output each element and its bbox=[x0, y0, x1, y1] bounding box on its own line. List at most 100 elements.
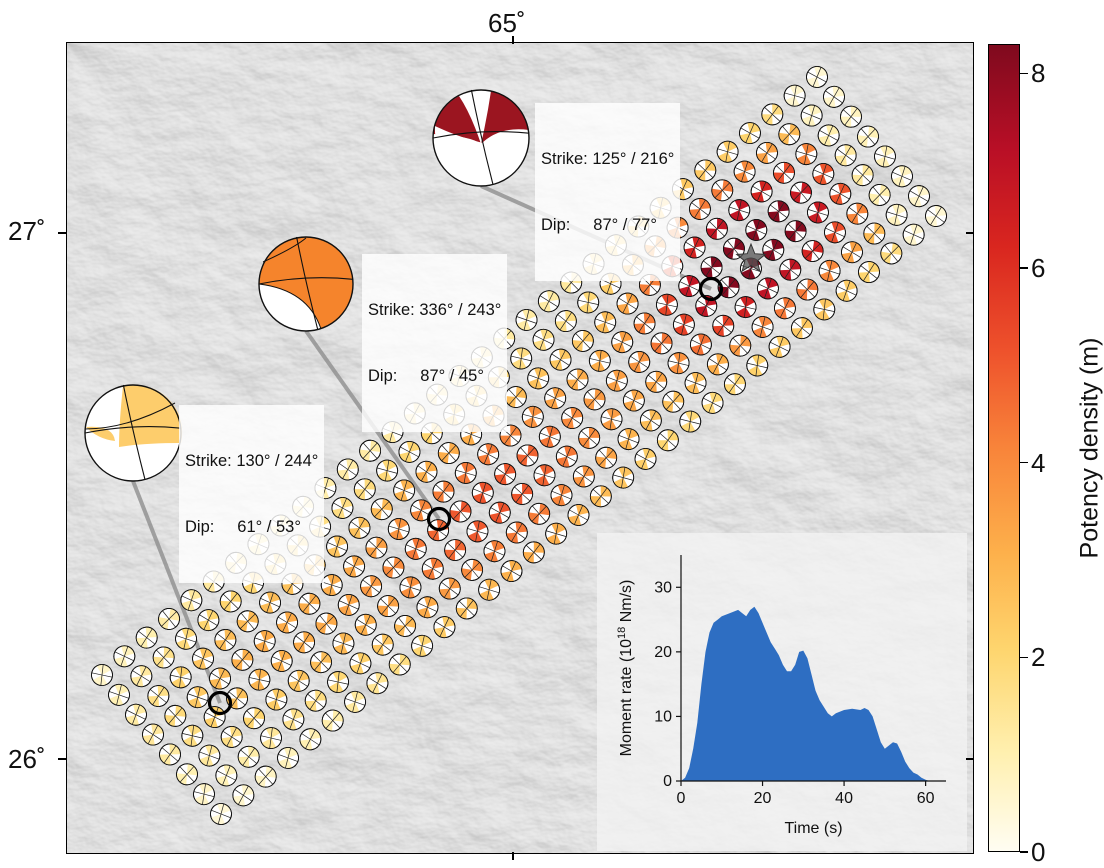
x-tick-label: 20 bbox=[754, 790, 772, 807]
beachball-patch bbox=[616, 292, 639, 315]
beachball-patch bbox=[186, 686, 209, 709]
beachball-patch bbox=[550, 484, 573, 507]
beachball-patch bbox=[259, 591, 282, 614]
beachball-patch bbox=[561, 407, 584, 430]
beachball-patch bbox=[449, 500, 472, 523]
patch-centroid-marker bbox=[207, 690, 233, 716]
y-axis-label: Moment rate (1018 Nm/s) bbox=[616, 580, 635, 757]
beachball-patch bbox=[908, 185, 930, 208]
beachball-patch bbox=[723, 373, 746, 396]
beachball-patch bbox=[795, 143, 818, 166]
beachball-patch bbox=[108, 683, 130, 706]
beachball-patch bbox=[734, 296, 757, 319]
beachball-patch bbox=[818, 259, 841, 282]
beachball-patch bbox=[293, 631, 316, 654]
tick-lat-27-left bbox=[58, 232, 66, 234]
beachball-patch bbox=[600, 408, 623, 431]
colorbar-tick-label: 4 bbox=[1031, 447, 1046, 478]
beachball-patch bbox=[655, 293, 678, 316]
beachball-patch bbox=[617, 428, 640, 451]
beachball-patch bbox=[215, 764, 238, 787]
beachball-patch bbox=[197, 609, 220, 632]
fm-label-north: Strike: 125° / 216° Dip: 87° / 77° bbox=[535, 103, 681, 281]
beachball-patch bbox=[332, 632, 355, 655]
fm-middle-strike: Strike: 336° / 243° bbox=[368, 301, 502, 319]
beachball-patch bbox=[147, 685, 170, 707]
beachball-patch bbox=[181, 724, 204, 747]
beachball-patch bbox=[605, 369, 628, 392]
beachball-patch bbox=[829, 182, 852, 205]
map-frame: Strike: 125° / 216° Dip: 87° / 77° Strik… bbox=[66, 42, 974, 854]
beachball-patch bbox=[336, 458, 359, 481]
beachball-patch bbox=[515, 308, 538, 331]
moment-rate-chart: 0 20 40 60 0 10 20 30 Time (s) Moment rate (1018 … bbox=[616, 555, 946, 837]
beachball-patch bbox=[130, 665, 153, 688]
beachball-patch bbox=[287, 669, 310, 692]
beachball-patch bbox=[360, 575, 383, 598]
colorbar-tick bbox=[1020, 851, 1028, 853]
beachball-patch bbox=[438, 577, 461, 600]
beachball-patch bbox=[193, 783, 215, 806]
beachball-patch bbox=[135, 626, 158, 649]
beachball-patch bbox=[891, 165, 913, 188]
marker-layer bbox=[207, 242, 767, 716]
beachball-patch bbox=[253, 630, 276, 653]
beachball-patch bbox=[925, 205, 947, 227]
patch-centroid-marker bbox=[426, 506, 452, 532]
beachball-patch bbox=[349, 652, 372, 675]
beachball-patch bbox=[595, 446, 618, 469]
beachball-patch bbox=[756, 277, 779, 300]
fm-middle-dip: Dip: 87° / 45° bbox=[368, 367, 484, 385]
beachball-patch bbox=[433, 616, 456, 639]
beachball-patch bbox=[354, 613, 377, 636]
beachball-patch bbox=[761, 103, 784, 126]
beachball-patch bbox=[779, 258, 802, 281]
beachball-patch bbox=[415, 460, 438, 483]
beachball-patch bbox=[746, 354, 769, 377]
beachball-patch bbox=[248, 668, 271, 691]
beachball-patch bbox=[158, 607, 180, 630]
beachball-patch bbox=[527, 367, 550, 390]
beachball-patch bbox=[538, 425, 561, 448]
beachball-patch bbox=[594, 311, 617, 334]
beachball-patch bbox=[807, 201, 829, 224]
tick-lat-27-right bbox=[966, 232, 974, 234]
beachball-patch bbox=[650, 332, 673, 355]
beachball-patch bbox=[494, 463, 517, 486]
beachball-patch bbox=[706, 353, 729, 376]
beachball-patch bbox=[813, 298, 836, 321]
beachball-patch bbox=[142, 723, 164, 746]
beachball-patch bbox=[404, 537, 427, 560]
beachball-patch bbox=[858, 261, 880, 284]
beachball-patch bbox=[276, 611, 299, 634]
beachball-patch bbox=[667, 352, 690, 375]
colorbar bbox=[988, 44, 1020, 852]
beachball-patch bbox=[175, 627, 197, 650]
beachball-patch bbox=[353, 478, 376, 501]
beachball-patch bbox=[728, 199, 751, 222]
beachball-patch bbox=[91, 664, 113, 686]
beachball-patch bbox=[554, 310, 577, 333]
x-tick-label: 0 bbox=[677, 790, 686, 807]
beachball-patch bbox=[348, 516, 371, 539]
beachball-patch bbox=[376, 459, 399, 482]
beachball-patch bbox=[214, 629, 237, 651]
beachball-patch bbox=[824, 221, 846, 244]
beachball-patch bbox=[176, 763, 198, 786]
beachball-patch bbox=[243, 707, 265, 730]
beachball-patch bbox=[454, 461, 477, 484]
beachball-patch bbox=[321, 709, 344, 732]
beachball-patch bbox=[366, 672, 389, 695]
beachball-patch bbox=[812, 162, 835, 185]
y-tick-label: 0 bbox=[663, 773, 672, 790]
beachball-patch bbox=[817, 124, 840, 147]
beachball-patch bbox=[444, 539, 467, 561]
beachball-patch bbox=[863, 222, 886, 245]
beachball-patch bbox=[388, 653, 411, 676]
x-tick-label: 60 bbox=[917, 790, 935, 807]
beachball-patch bbox=[571, 330, 594, 352]
beachball-patch bbox=[572, 465, 595, 488]
focal-mechanism-layer bbox=[84, 89, 530, 482]
beachball-patch bbox=[672, 313, 695, 336]
beachball-patch bbox=[210, 803, 232, 825]
